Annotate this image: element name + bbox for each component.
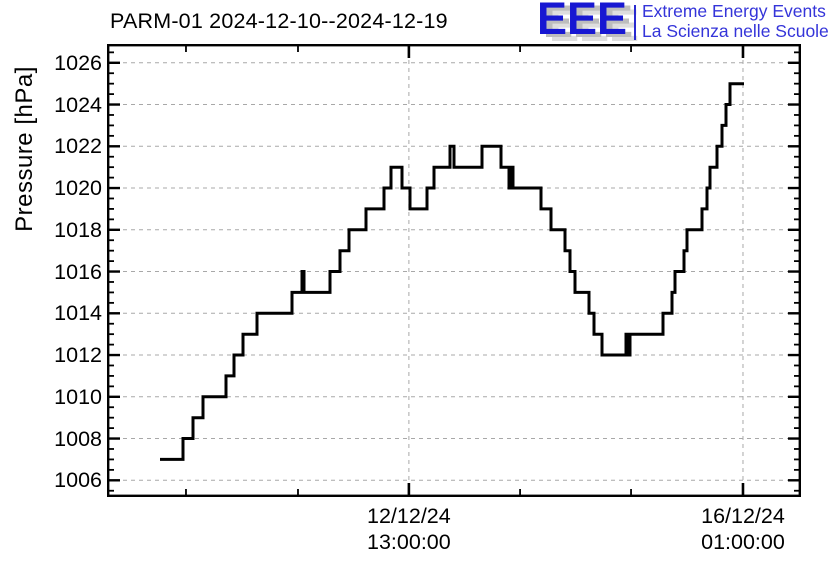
plot-area — [107, 44, 801, 497]
eee-logo-line1: Extreme Energy Events — [642, 1, 826, 21]
pressure-series — [160, 82, 744, 461]
eee-logo-line2: La Scienza nelle Scuole — [642, 21, 829, 41]
y-tick-label: 1016 — [54, 259, 102, 284]
y-tick-label: 1008 — [54, 426, 102, 451]
y-tick-label: 1012 — [54, 343, 102, 368]
y-tick-label: 1022 — [54, 134, 102, 159]
y-tick-label: 1010 — [54, 384, 102, 409]
plot-frame — [107, 44, 801, 497]
x-tick-label-line: 01:00:00 — [701, 530, 785, 554]
y-tick-label: 1018 — [54, 217, 102, 242]
chart-title: PARM-01 2024-12-10--2024-12-19 — [110, 9, 448, 33]
y-tick-label: 1026 — [54, 50, 102, 75]
eee-logo: EEE Extreme Energy Events La Scienza nel… — [537, 0, 836, 44]
eee-logo-mark: EEE — [537, 0, 628, 44]
x-tick-label-line: 12/12/24 — [367, 504, 451, 528]
y-tick-label: 1014 — [54, 301, 102, 326]
y-tick-label: 1024 — [54, 92, 102, 117]
y-tick-label: 1020 — [54, 176, 102, 201]
x-tick-label: 12/12/24 13:00:00 — [329, 503, 489, 555]
x-tick-label: 16/12/24 01:00:00 — [663, 503, 823, 555]
x-tick-label-line: 16/12/24 — [701, 504, 785, 528]
x-tick-label-line: 13:00:00 — [367, 530, 451, 554]
y-tick-label: 1006 — [54, 468, 102, 493]
eee-logo-separator — [634, 5, 636, 40]
